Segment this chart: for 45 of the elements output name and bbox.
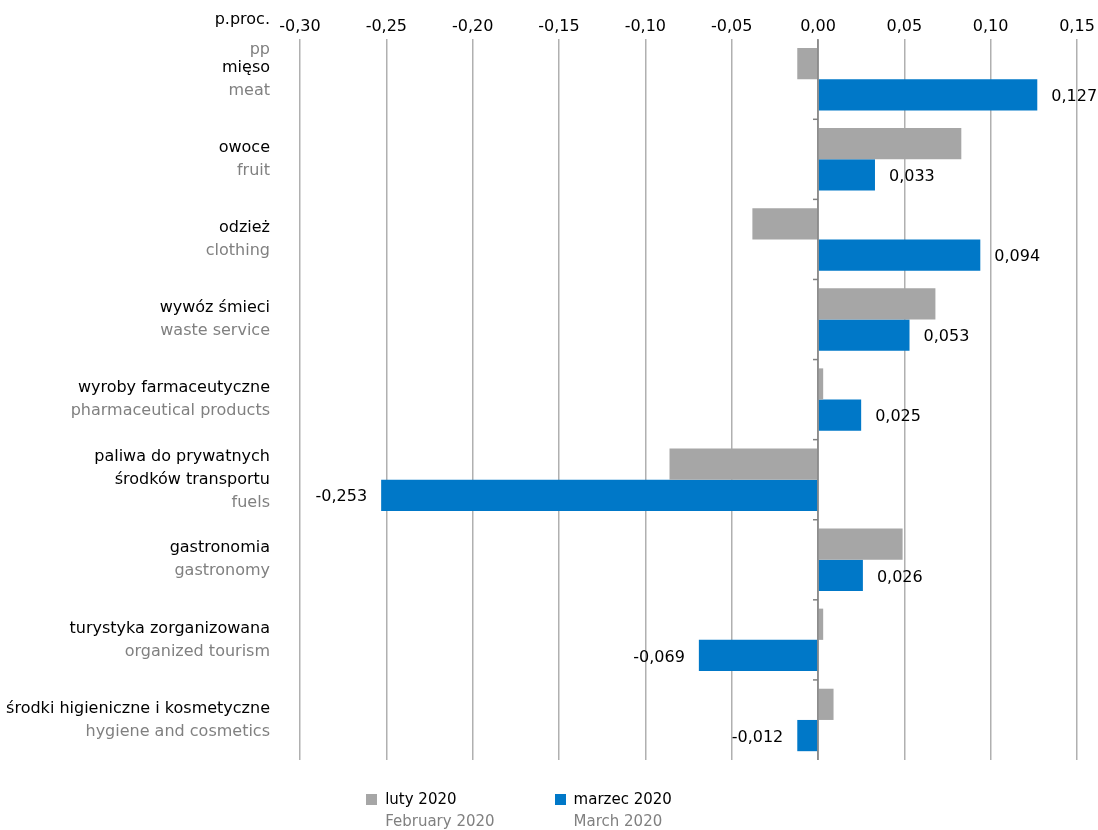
data-label: 0,026 bbox=[876, 566, 923, 586]
y-tick-label: wyroby farmaceutyczne pharmaceutical products bbox=[70, 377, 270, 420]
bar bbox=[797, 719, 818, 752]
bar bbox=[818, 79, 1038, 111]
x-tick-label: -0,05 bbox=[710, 15, 753, 35]
data-label: 0,094 bbox=[994, 246, 1041, 266]
y-tick-label: odzież clothing bbox=[205, 217, 270, 260]
bar bbox=[797, 48, 818, 80]
bar bbox=[818, 608, 824, 640]
data-label: -0,012 bbox=[731, 726, 784, 746]
y-tick-label: mięso meat bbox=[222, 56, 270, 99]
bar bbox=[752, 208, 818, 240]
y-tick-label: owoce fruit bbox=[218, 136, 270, 179]
bar bbox=[818, 319, 910, 351]
data-label: 0,127 bbox=[1051, 86, 1098, 106]
bar bbox=[818, 239, 981, 271]
bar bbox=[818, 159, 875, 191]
x-tick-label: -0,10 bbox=[624, 15, 667, 35]
x-tick-label: -0,15 bbox=[538, 15, 580, 35]
y-tick-label: wywóz śmieci waste service bbox=[159, 297, 270, 340]
bar bbox=[818, 399, 862, 431]
x-tick-label: -0,20 bbox=[451, 15, 494, 35]
bar bbox=[818, 688, 834, 720]
x-tick-label: 0,15 bbox=[1059, 15, 1095, 35]
data-label: 0,053 bbox=[923, 326, 970, 346]
bar bbox=[381, 479, 818, 511]
data-label: -0,069 bbox=[633, 646, 685, 666]
bar bbox=[818, 559, 863, 592]
y-tick-label: środki higieniczne i kosmetyczne hygiene and cosmetics bbox=[6, 697, 270, 740]
x-tick-label: 0,10 bbox=[972, 15, 1009, 35]
legend-label: marzec 2020 March 2020 bbox=[573, 789, 672, 830]
bar bbox=[698, 639, 818, 672]
x-tick-label: 0,05 bbox=[886, 15, 923, 35]
x-tick-label: -0,25 bbox=[365, 15, 408, 35]
x-tick-label: -0,30 bbox=[279, 15, 321, 35]
x-axis-title: p.proc. pp bbox=[214, 9, 270, 59]
y-tick-label: turystyka zorganizowana organized tourism bbox=[69, 617, 270, 660]
y-tick-label: paliwa do prywatnych środków transportu fuels bbox=[94, 445, 270, 511]
bar bbox=[818, 368, 824, 400]
x-tick-label: 0,00 bbox=[800, 15, 836, 35]
data-label: 0,025 bbox=[875, 406, 921, 426]
data-label: 0,033 bbox=[888, 166, 935, 186]
y-tick-label: gastronomia gastronomy bbox=[169, 537, 270, 580]
legend-label: luty 2020 February 2020 bbox=[385, 789, 495, 830]
data-label: -0,253 bbox=[315, 486, 368, 506]
